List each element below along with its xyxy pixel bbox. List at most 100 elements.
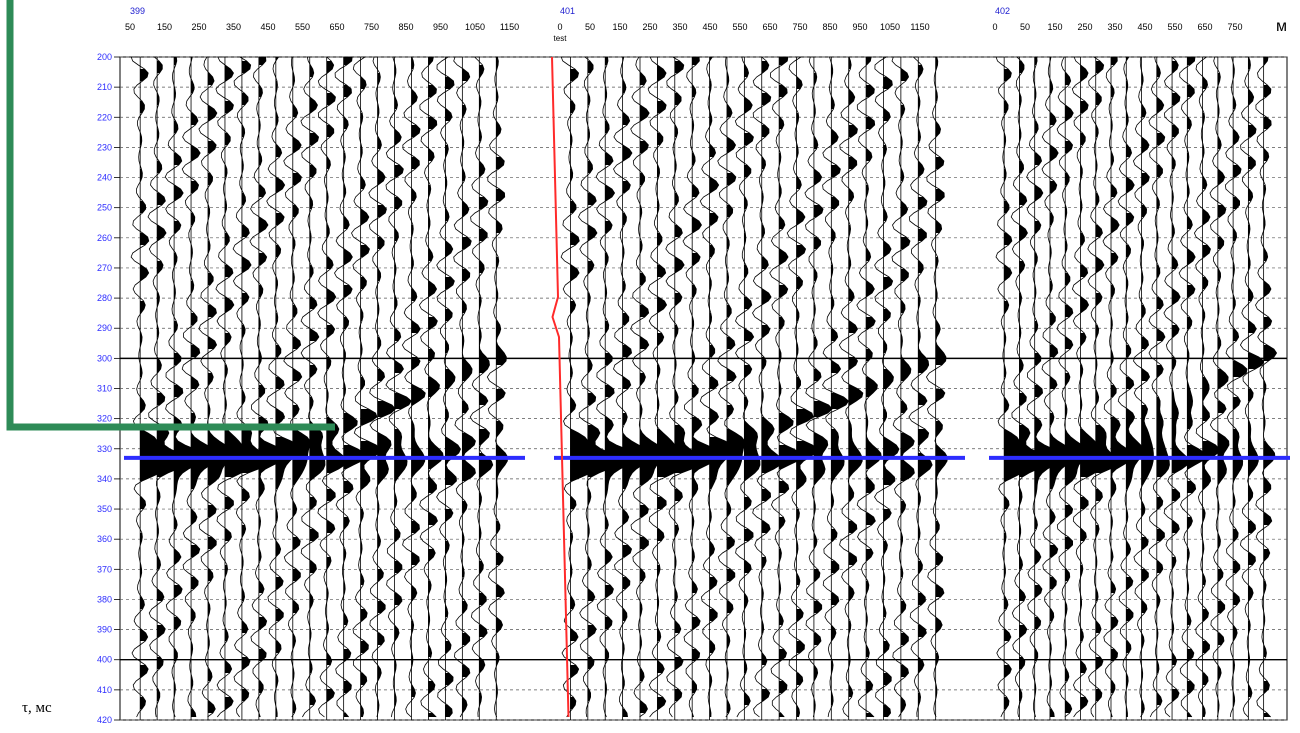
trace-fill bbox=[761, 589, 764, 601]
trace-fill bbox=[1263, 681, 1270, 693]
trace-fill bbox=[360, 209, 369, 225]
trace-fill bbox=[570, 497, 577, 509]
trace-fill bbox=[744, 661, 747, 673]
trace-fill bbox=[1080, 297, 1089, 313]
trace-fill bbox=[1080, 365, 1083, 377]
trace-fill bbox=[343, 85, 352, 97]
trace-fill bbox=[1004, 133, 1006, 145]
trace-fill bbox=[241, 557, 244, 569]
trace-fill bbox=[343, 517, 350, 529]
trace-fill bbox=[1111, 617, 1118, 629]
trace-fill bbox=[605, 549, 613, 565]
trace-fill bbox=[309, 661, 313, 673]
trace-fill bbox=[309, 233, 312, 245]
trace-fill bbox=[657, 697, 666, 709]
trace-fill bbox=[1095, 257, 1104, 273]
trace-fill bbox=[462, 357, 473, 381]
x-tick-label: 250 bbox=[642, 22, 657, 32]
trace-fill bbox=[640, 505, 649, 517]
trace-fill bbox=[1065, 273, 1070, 285]
trace-fill bbox=[1172, 689, 1180, 701]
trace-fill bbox=[1217, 269, 1221, 281]
trace-fill bbox=[744, 65, 749, 77]
trace-fill bbox=[326, 689, 335, 701]
trace-fill bbox=[761, 225, 765, 237]
trace-fill bbox=[411, 57, 414, 69]
trace-fill bbox=[208, 405, 210, 417]
trace-fill bbox=[309, 97, 318, 113]
trace-fill bbox=[1202, 309, 1205, 321]
trace-fill bbox=[848, 189, 854, 201]
y-tick-label: 250 bbox=[97, 203, 112, 213]
trace-fill bbox=[900, 201, 908, 217]
trace-fill bbox=[275, 509, 278, 521]
trace-fill bbox=[445, 277, 455, 289]
trace-fill bbox=[605, 121, 610, 133]
trace-fill bbox=[657, 297, 667, 313]
trace-fill bbox=[1202, 509, 1206, 521]
trace-fill bbox=[360, 341, 363, 357]
trace-fill bbox=[462, 401, 469, 413]
x-unit-label: м bbox=[1276, 18, 1287, 35]
trace-fill bbox=[1248, 485, 1253, 501]
trace-fill bbox=[1187, 153, 1189, 165]
trace-fill bbox=[657, 529, 665, 541]
trace-fill bbox=[883, 241, 892, 257]
trace-fill bbox=[1034, 121, 1039, 133]
trace-wiggle bbox=[1224, 56, 1248, 718]
trace-fill bbox=[1217, 701, 1220, 713]
trace-fill bbox=[866, 513, 876, 525]
trace-wiggle bbox=[822, 56, 850, 718]
trace-fill bbox=[428, 185, 431, 197]
trace-fill bbox=[428, 613, 430, 625]
trace-fill bbox=[174, 221, 181, 233]
trace-fill bbox=[918, 65, 924, 77]
trace-fill bbox=[692, 121, 694, 133]
trace-fill bbox=[326, 521, 335, 533]
trace-fill bbox=[692, 285, 697, 297]
trace-fill bbox=[241, 389, 246, 405]
trace-fill bbox=[1019, 225, 1028, 241]
trace-fill bbox=[883, 605, 887, 617]
trace-fill bbox=[1065, 701, 1072, 713]
trace-fill bbox=[258, 253, 267, 265]
trace-fill bbox=[309, 497, 317, 509]
trace-fill bbox=[1111, 713, 1113, 717]
trace-fill bbox=[360, 609, 368, 621]
trace-fill bbox=[208, 373, 214, 385]
trace-fill bbox=[1034, 321, 1038, 333]
trace-fill bbox=[377, 401, 396, 417]
trace-fill bbox=[726, 237, 730, 249]
trace-fill bbox=[709, 709, 711, 717]
y-tick-label: 390 bbox=[97, 625, 112, 635]
trace-fill bbox=[605, 57, 608, 65]
trace-fill bbox=[309, 693, 316, 705]
trace-fill bbox=[692, 581, 698, 593]
trace-fill bbox=[605, 321, 609, 333]
trace-fill bbox=[462, 433, 476, 481]
trace-fill bbox=[360, 705, 364, 717]
trace-fill bbox=[1141, 501, 1146, 517]
trace-fill bbox=[462, 137, 464, 149]
trace-fill bbox=[275, 377, 285, 389]
x-tick-label: 750 bbox=[1227, 22, 1242, 32]
trace-fill bbox=[1263, 549, 1270, 561]
x-tick-label: 550 bbox=[1167, 22, 1182, 32]
trace-fill bbox=[377, 269, 381, 281]
trace-fill bbox=[605, 517, 609, 529]
trace-fill bbox=[292, 173, 302, 185]
trace-fill bbox=[831, 329, 838, 341]
trace-fill bbox=[1080, 165, 1083, 177]
trace-fill bbox=[779, 153, 781, 165]
trace-fill bbox=[1187, 317, 1192, 329]
trace-fill bbox=[622, 281, 626, 293]
trace-fill bbox=[831, 97, 835, 109]
trace-fill bbox=[570, 629, 579, 641]
trace-fill bbox=[208, 241, 211, 253]
trace-fill bbox=[174, 121, 178, 133]
trace-fill bbox=[445, 109, 453, 121]
trace-fill bbox=[796, 409, 814, 425]
trace-fill bbox=[224, 629, 229, 641]
trace-fill bbox=[883, 641, 890, 653]
trace-fill bbox=[191, 509, 197, 525]
